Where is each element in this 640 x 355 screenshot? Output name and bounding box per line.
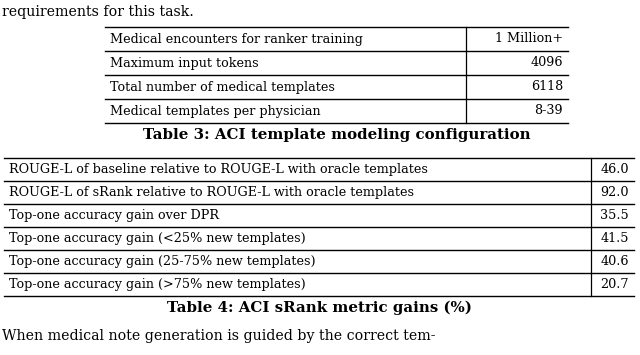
Text: Maximum input tokens: Maximum input tokens [110, 56, 259, 70]
Text: Table 4: ACI sRank metric gains (%): Table 4: ACI sRank metric gains (%) [166, 301, 472, 315]
Text: 92.0: 92.0 [600, 186, 629, 199]
Text: Medical templates per physician: Medical templates per physician [110, 104, 321, 118]
Text: Top-one accuracy gain (25-75% new templates): Top-one accuracy gain (25-75% new templa… [9, 255, 316, 268]
Text: Top-one accuracy gain (>75% new templates): Top-one accuracy gain (>75% new template… [9, 278, 306, 291]
Text: ROUGE-L of sRank relative to ROUGE-L with oracle templates: ROUGE-L of sRank relative to ROUGE-L wit… [9, 186, 414, 199]
Text: Top-one accuracy gain (<25% new templates): Top-one accuracy gain (<25% new template… [9, 232, 306, 245]
Text: 4096: 4096 [531, 56, 563, 70]
Text: 40.6: 40.6 [600, 255, 629, 268]
Text: Medical encounters for ranker training: Medical encounters for ranker training [110, 33, 363, 45]
Text: When medical note generation is guided by the correct tem-: When medical note generation is guided b… [2, 329, 435, 343]
Text: 6118: 6118 [531, 81, 563, 93]
Text: 35.5: 35.5 [600, 209, 629, 222]
Text: requirements for this task.: requirements for this task. [2, 5, 194, 19]
Text: Table 3: ACI template modeling configuration: Table 3: ACI template modeling configura… [143, 128, 531, 142]
Text: Top-one accuracy gain over DPR: Top-one accuracy gain over DPR [9, 209, 219, 222]
Text: 1 Million+: 1 Million+ [495, 33, 563, 45]
Text: Total number of medical templates: Total number of medical templates [110, 81, 335, 93]
Text: 20.7: 20.7 [600, 278, 629, 291]
Text: 46.0: 46.0 [600, 163, 629, 176]
Text: 41.5: 41.5 [600, 232, 629, 245]
Text: 8-39: 8-39 [534, 104, 563, 118]
Text: ROUGE-L of baseline relative to ROUGE-L with oracle templates: ROUGE-L of baseline relative to ROUGE-L … [9, 163, 428, 176]
